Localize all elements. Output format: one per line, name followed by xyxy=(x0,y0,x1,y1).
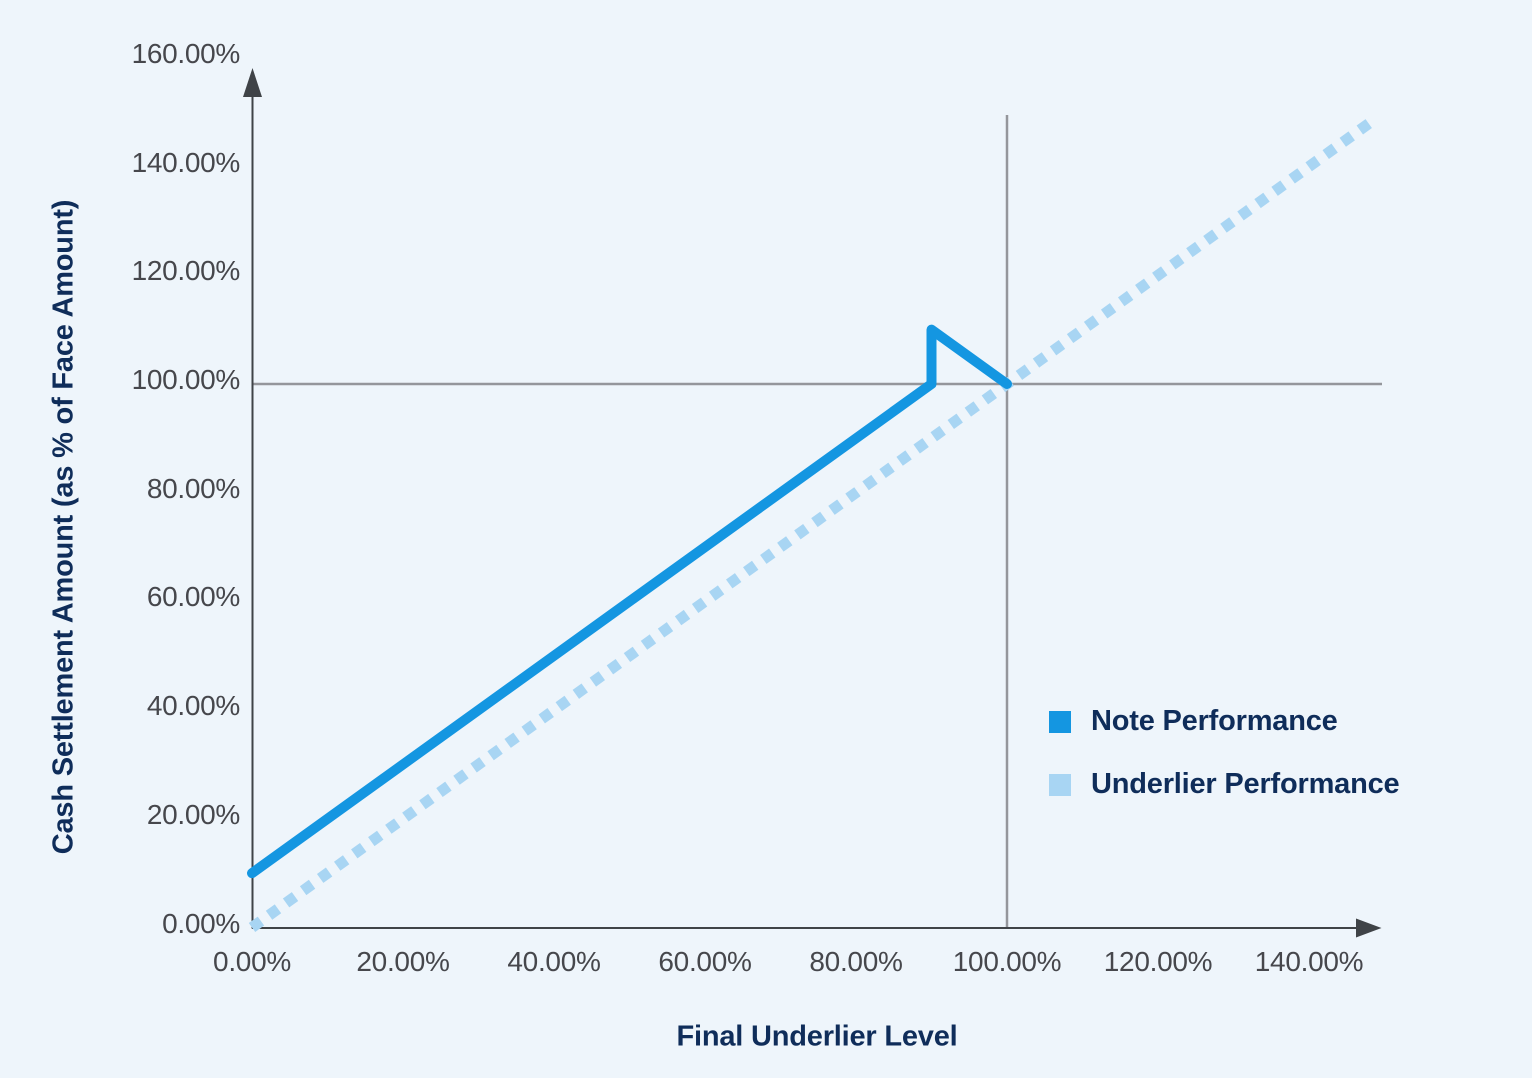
note-performance-line xyxy=(247,324,1012,879)
y-tick-label: 140.00% xyxy=(131,146,241,178)
y-tick-label: 40.00% xyxy=(146,690,240,722)
legend-label-underlier-performance: Underlier Performance xyxy=(1091,768,1400,800)
x-tick-label: 100.00% xyxy=(952,946,1062,977)
legend-label-note-performance: Note Performance xyxy=(1091,705,1338,737)
x-axis-arrow-icon xyxy=(1356,918,1382,938)
underlier-performance-swatch-icon xyxy=(1049,773,1071,796)
y-tick-label: 80.00% xyxy=(146,472,240,504)
x-tick-label: 60.00% xyxy=(658,946,752,977)
y-axis-title: Cash Settlement Amount (as % of Face Amo… xyxy=(47,199,80,855)
note-performance-swatch-icon xyxy=(1049,710,1071,733)
x-tick-label: 20.00% xyxy=(356,946,450,977)
y-axis-arrow-icon xyxy=(243,68,262,97)
legend-item-underlier-performance: Underlier Performance xyxy=(1049,763,1400,806)
y-tick-label: 100.00% xyxy=(131,364,241,395)
legend: Note Performance Underlier Performance xyxy=(1049,700,1400,826)
x-axis-title: Final Underlier Level xyxy=(676,1020,958,1053)
x-tick-label: 140.00% xyxy=(1254,946,1364,977)
x-tick-label: 80.00% xyxy=(809,946,903,977)
y-tick-label: 160.00% xyxy=(131,37,241,69)
y-tick-label: 0.00% xyxy=(162,907,240,939)
x-tick-label: 0.00% xyxy=(213,946,291,977)
x-tick-label: 40.00% xyxy=(507,946,601,977)
x-tick-label: 120.00% xyxy=(1103,946,1213,977)
y-tick-label: 20.00% xyxy=(146,798,240,830)
legend-item-note-performance: Note Performance xyxy=(1049,700,1399,743)
y-tick-label: 60.00% xyxy=(146,581,240,613)
y-tick-label: 120.00% xyxy=(131,255,241,287)
